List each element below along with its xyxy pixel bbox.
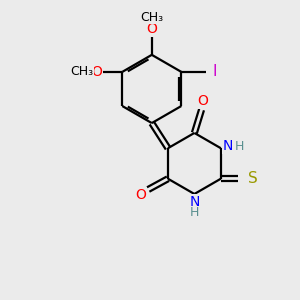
Text: H: H	[190, 206, 199, 219]
Text: I: I	[212, 64, 217, 80]
Text: CH₃: CH₃	[140, 11, 164, 24]
Text: S: S	[248, 171, 258, 186]
Text: O: O	[197, 94, 208, 108]
Text: O: O	[146, 22, 157, 36]
Text: N: N	[223, 140, 233, 153]
Text: CH₃: CH₃	[70, 65, 94, 78]
Text: N: N	[189, 195, 200, 209]
Text: H: H	[235, 140, 244, 153]
Text: O: O	[91, 65, 102, 79]
Text: O: O	[136, 188, 146, 202]
